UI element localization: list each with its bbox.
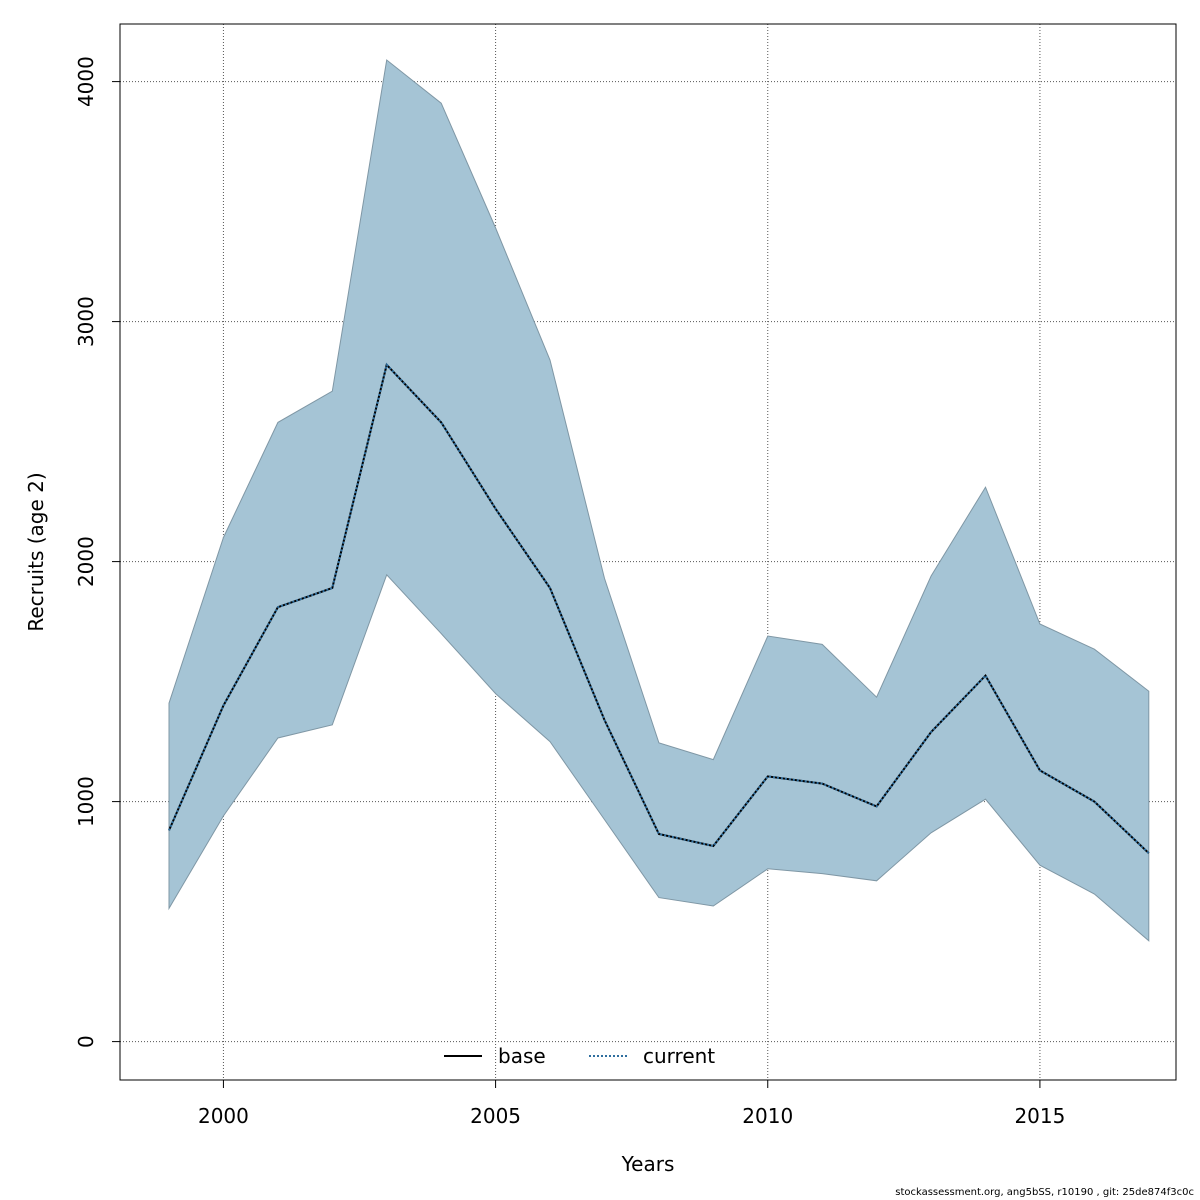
y-tick-label: 4000 xyxy=(74,56,98,107)
y-axis: 0 1000 2000 3000 4000 xyxy=(74,56,120,1048)
footer-credit: stockassessment.org, ang5bSS, r10190 , g… xyxy=(895,1187,1194,1198)
legend: base current xyxy=(444,1044,715,1068)
plot-frame xyxy=(119,23,1177,1081)
x-tick-label: 2005 xyxy=(470,1104,521,1128)
y-tick-label: 1000 xyxy=(74,776,98,827)
y-axis-label: Recruits (age 2) xyxy=(24,472,48,631)
x-tick-label: 2000 xyxy=(198,1104,249,1128)
x-tick-label: 2015 xyxy=(1014,1104,1065,1128)
x-axis: 2000 2005 2010 2015 xyxy=(198,1080,1065,1128)
x-tick-label: 2010 xyxy=(742,1104,793,1128)
y-tick-label: 3000 xyxy=(74,296,98,347)
legend-label-current: current xyxy=(643,1044,715,1068)
legend-label-base: base xyxy=(498,1044,546,1068)
y-tick-label: 2000 xyxy=(74,536,98,587)
confidence-band xyxy=(168,59,1150,942)
x-axis-label: Years xyxy=(621,1152,675,1176)
series-line-base xyxy=(168,362,1150,854)
series-lines xyxy=(168,362,1150,854)
y-tick-label: 0 xyxy=(74,1035,98,1048)
